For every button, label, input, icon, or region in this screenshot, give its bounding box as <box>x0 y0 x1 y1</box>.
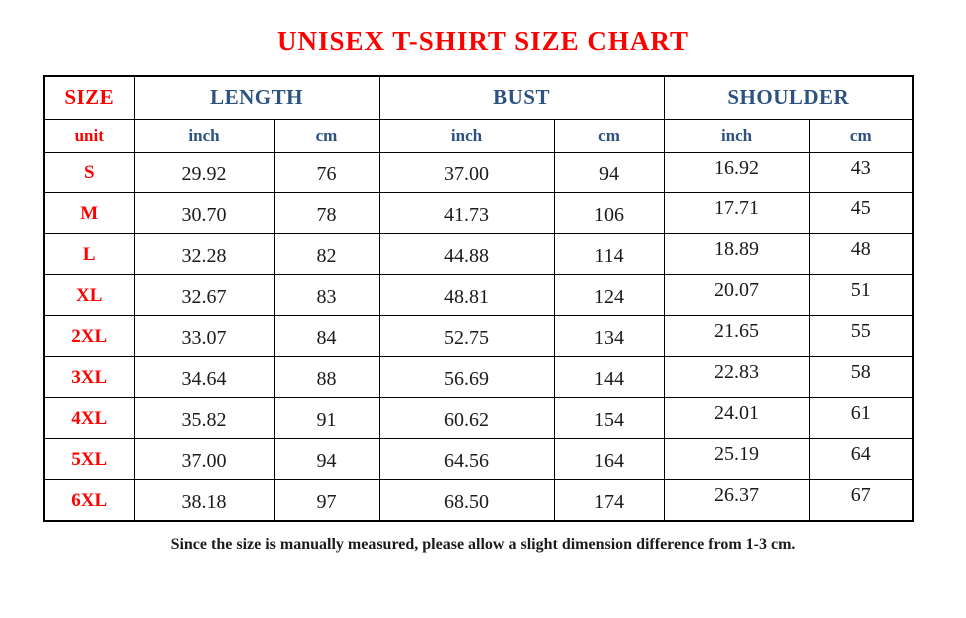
bust-cm-cell: 124 <box>553 274 665 317</box>
unit-length-inch: inch <box>133 118 275 153</box>
bust-inch-cell: 56.69 <box>378 356 555 399</box>
col-header-bust: BUST <box>378 75 665 120</box>
col-header-size: SIZE <box>43 75 135 120</box>
shoulder-inch-cell: 26.37 <box>663 478 810 522</box>
page-title: UNISEX T-SHIRT SIZE CHART <box>276 26 689 56</box>
shoulder-cm-cell: 45 <box>808 192 914 235</box>
shoulder-inch-cell: 16.92 <box>663 151 810 194</box>
length-cm-cell: 83 <box>273 274 380 317</box>
unit-label: unit <box>43 118 135 153</box>
unit-bust-inch: inch <box>378 118 555 153</box>
length-cm-cell: 94 <box>273 437 380 480</box>
length-inch-cell: 29.92 <box>133 151 275 194</box>
length-inch-cell: 38.18 <box>133 478 275 522</box>
col-header-length: LENGTH <box>133 75 380 120</box>
size-cell: M <box>43 192 135 235</box>
shoulder-cm-cell: 48 <box>808 233 914 276</box>
bust-inch-cell: 52.75 <box>378 315 555 358</box>
bust-cm-cell: 144 <box>553 356 665 399</box>
bust-cm-cell: 106 <box>553 192 665 235</box>
size-cell: 4XL <box>43 397 135 439</box>
length-cm-cell: 76 <box>273 151 380 194</box>
bust-inch-cell: 41.73 <box>378 192 555 235</box>
unit-shoulder-cm: cm <box>808 118 914 153</box>
shoulder-cm-cell: 58 <box>808 356 914 399</box>
group-header-row: SIZE LENGTH BUST SHOULDER <box>43 75 914 120</box>
bust-inch-cell: 68.50 <box>378 478 555 522</box>
table-row-l: L 32.28 82 44.88 114 18.89 48 <box>43 233 914 276</box>
table-row-2xl: 2XL 33.07 84 52.75 134 21.65 55 <box>43 315 914 358</box>
bust-inch-cell: 60.62 <box>378 397 555 439</box>
shoulder-inch-cell: 17.71 <box>663 192 810 235</box>
shoulder-cm-cell: 51 <box>808 274 914 317</box>
table-row-xl: XL 32.67 83 48.81 124 20.07 51 <box>43 274 914 317</box>
shoulder-inch-cell: 20.07 <box>663 274 810 317</box>
table-row-3xl: 3XL 34.64 88 56.69 144 22.83 58 <box>43 356 914 399</box>
shoulder-inch-cell: 22.83 <box>663 356 810 399</box>
table-row-4xl: 4XL 35.82 91 60.62 154 24.01 61 <box>43 397 914 439</box>
shoulder-cm-cell: 43 <box>808 151 914 194</box>
length-inch-cell: 30.70 <box>133 192 275 235</box>
shoulder-cm-cell: 67 <box>808 478 914 522</box>
size-chart-table: SIZE LENGTH BUST SHOULDER unit inch cm i… <box>43 75 915 522</box>
length-inch-cell: 34.64 <box>133 356 275 399</box>
size-cell: 2XL <box>43 315 135 358</box>
length-cm-cell: 91 <box>273 397 380 439</box>
size-cell: S <box>43 151 135 194</box>
table-row-6xl: 6XL 38.18 97 68.50 174 26.37 67 <box>43 478 914 522</box>
bust-cm-cell: 134 <box>553 315 665 358</box>
unit-shoulder-inch: inch <box>663 118 810 153</box>
shoulder-cm-cell: 55 <box>808 315 914 358</box>
bust-inch-cell: 48.81 <box>378 274 555 317</box>
bust-inch-cell: 64.56 <box>378 437 555 480</box>
table-row-5xl: 5XL 37.00 94 64.56 164 25.19 64 <box>43 437 914 480</box>
unit-bust-cm: cm <box>553 118 665 153</box>
table-row-m: M 30.70 78 41.73 106 17.71 45 <box>43 192 914 235</box>
size-cell: 6XL <box>43 478 135 522</box>
bust-inch-cell: 37.00 <box>378 151 555 194</box>
shoulder-inch-cell: 18.89 <box>663 233 810 276</box>
length-cm-cell: 84 <box>273 315 380 358</box>
col-header-shoulder: SHOULDER <box>663 75 914 120</box>
shoulder-inch-cell: 24.01 <box>663 397 810 439</box>
bust-cm-cell: 94 <box>553 151 665 194</box>
length-inch-cell: 32.67 <box>133 274 275 317</box>
length-inch-cell: 35.82 <box>133 397 275 439</box>
unit-length-cm: cm <box>273 118 380 153</box>
shoulder-cm-cell: 61 <box>808 397 914 439</box>
bust-cm-cell: 174 <box>553 478 665 522</box>
length-cm-cell: 82 <box>273 233 380 276</box>
unit-header-row: unit inch cm inch cm inch cm <box>43 118 914 153</box>
size-cell: XL <box>43 274 135 317</box>
table-row-s: S 29.92 76 37.00 94 16.92 43 <box>43 151 914 194</box>
bust-inch-cell: 44.88 <box>378 233 555 276</box>
length-cm-cell: 88 <box>273 356 380 399</box>
footnote: Since the size is manually measured, ple… <box>170 536 796 553</box>
size-cell: 3XL <box>43 356 135 399</box>
bust-cm-cell: 164 <box>553 437 665 480</box>
length-cm-cell: 78 <box>273 192 380 235</box>
bust-cm-cell: 154 <box>553 397 665 439</box>
length-inch-cell: 33.07 <box>133 315 275 358</box>
shoulder-inch-cell: 21.65 <box>663 315 810 358</box>
length-inch-cell: 37.00 <box>133 437 275 480</box>
length-cm-cell: 97 <box>273 478 380 522</box>
length-inch-cell: 32.28 <box>133 233 275 276</box>
size-cell: L <box>43 233 135 276</box>
shoulder-cm-cell: 64 <box>808 437 914 480</box>
bust-cm-cell: 114 <box>553 233 665 276</box>
size-cell: 5XL <box>43 437 135 480</box>
shoulder-inch-cell: 25.19 <box>663 437 810 480</box>
